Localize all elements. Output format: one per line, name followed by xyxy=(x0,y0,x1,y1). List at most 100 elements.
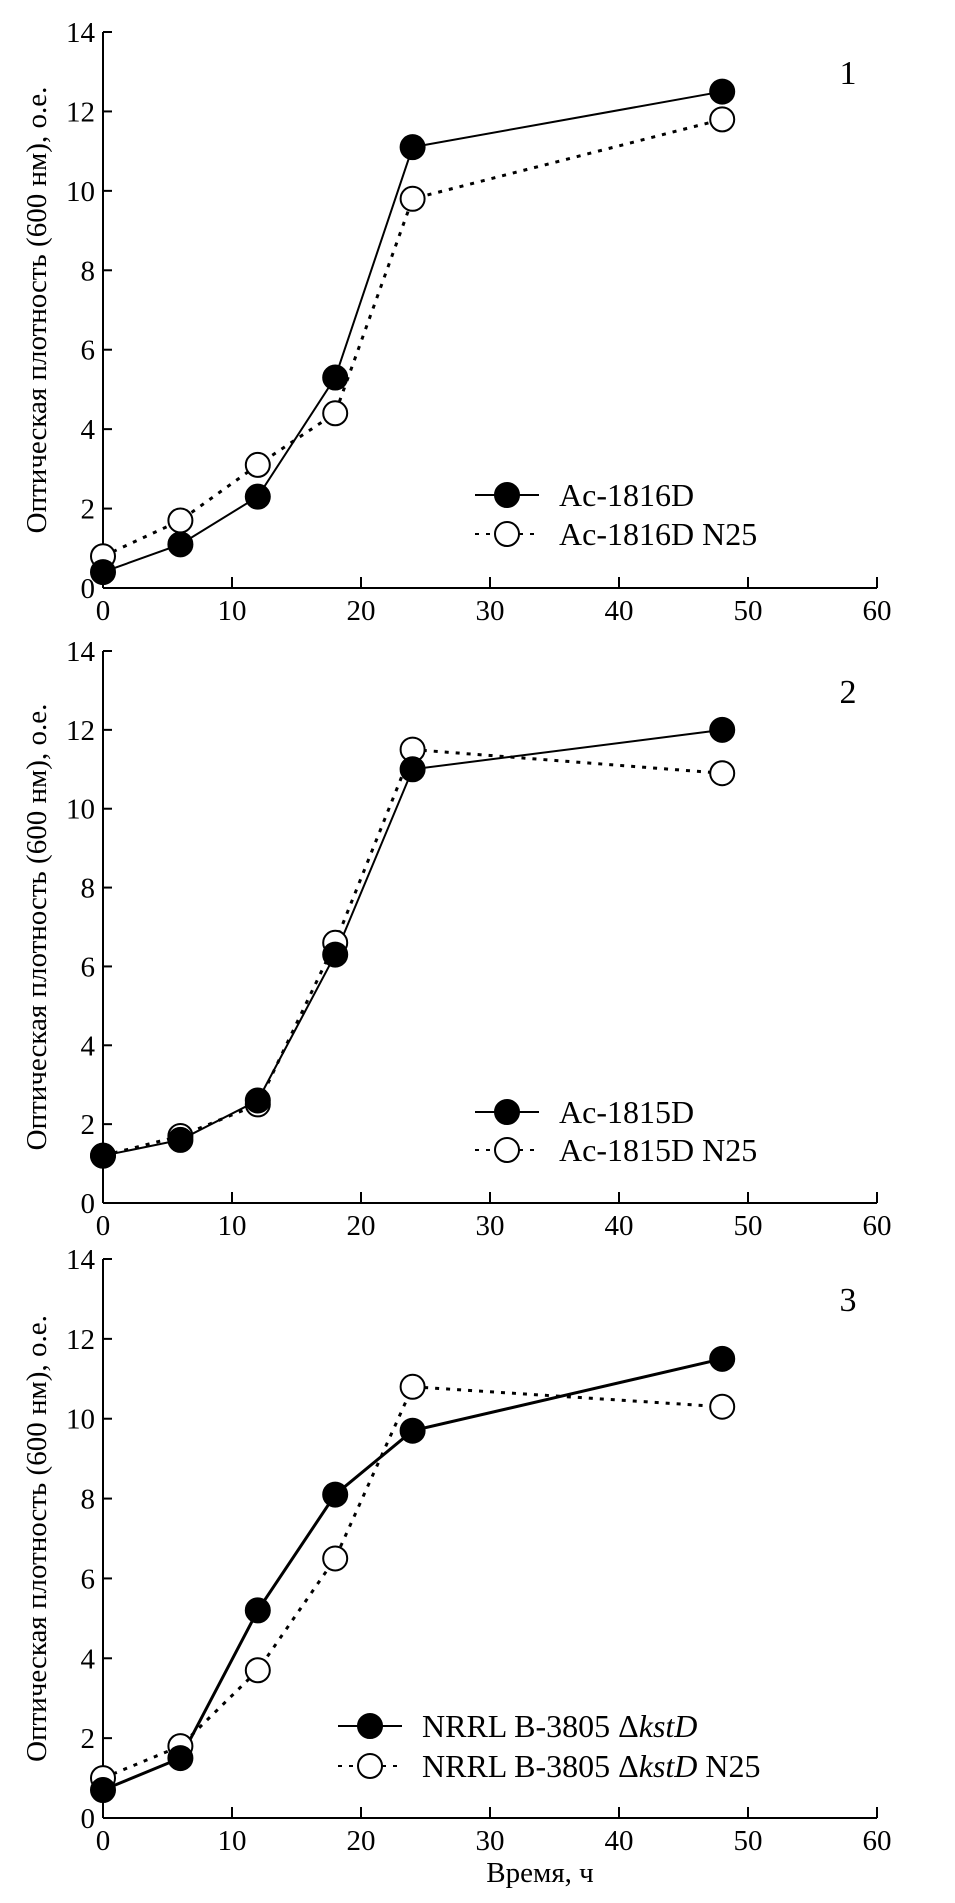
panel-number: 1 xyxy=(840,55,857,92)
chart-panel-2: 0 2 4 6 8 10 12 14 0 10 20 30 40 50 60 Оптическая плотн… xyxy=(21,636,892,1242)
legend-marker xyxy=(357,1713,383,1739)
legend-marker xyxy=(494,521,520,547)
data-point-control xyxy=(709,1345,736,1372)
series-line-control xyxy=(102,728,723,1157)
y-tick-label: 4 xyxy=(81,414,96,446)
legend-label-part: kstD xyxy=(639,1748,698,1784)
data-point-n25 xyxy=(709,760,736,787)
legend-label: NRRL B-3805 ΔkstD N25 xyxy=(422,1748,761,1784)
data-point-control xyxy=(709,716,736,743)
series-line-control xyxy=(102,90,723,574)
data-point-n25 xyxy=(322,400,349,427)
data-point-n25 xyxy=(709,106,736,133)
x-tick-label: 30 xyxy=(476,595,505,627)
y-tick-label: 6 xyxy=(81,951,96,983)
x-tick-label: 30 xyxy=(476,1825,505,1857)
x-tick-label: 0 xyxy=(96,1825,111,1857)
x-tick-label: 60 xyxy=(863,1210,892,1242)
y-tick-label: 10 xyxy=(66,176,95,208)
y-tick-label: 8 xyxy=(81,1484,96,1516)
x-tick-label: 40 xyxy=(605,595,634,627)
data-point-n25 xyxy=(399,1373,426,1400)
x-tick-label: 20 xyxy=(347,1210,376,1242)
data-point-control xyxy=(244,483,271,510)
y-tick-label: 2 xyxy=(81,1723,96,1755)
y-tick-label: 10 xyxy=(66,1404,95,1436)
chart-panel-1: 0 2 4 6 8 10 12 14 0 10 20 30 40 50 60 Оптическая плотн… xyxy=(21,17,892,627)
x-axis-title: Время, ч xyxy=(486,1857,594,1889)
series-line-n25 xyxy=(102,1385,723,1780)
legend-label-part: NRRL B-3805 Δ xyxy=(422,1708,639,1744)
panel-number: 3 xyxy=(840,1282,857,1319)
legend-marker xyxy=(357,1753,383,1779)
y-axis-title: Оптическая плотность (600 нм), о.е. xyxy=(21,87,53,534)
data-point-n25 xyxy=(709,1393,736,1420)
y-tick-label: 8 xyxy=(81,255,96,287)
data-point-n25 xyxy=(244,1657,271,1684)
x-tick-label: 10 xyxy=(218,595,247,627)
data-point-control xyxy=(709,78,736,105)
x-tick-label: 40 xyxy=(605,1210,634,1242)
data-point-control xyxy=(90,1142,116,1169)
data-point-control xyxy=(167,531,194,558)
y-tick-label: 6 xyxy=(81,335,96,367)
legend-label: Ac-1815D N25 xyxy=(559,1132,757,1168)
x-tick-label: 0 xyxy=(96,595,111,627)
legend-label: Ac-1815D xyxy=(559,1094,694,1130)
x-tick-label: 20 xyxy=(347,595,376,627)
y-tick-label: 8 xyxy=(81,873,96,905)
data-point-control xyxy=(167,1745,194,1772)
y-tick-label: 0 xyxy=(81,1803,96,1835)
y-tick-label: 6 xyxy=(81,1563,96,1595)
data-point-control xyxy=(399,756,426,783)
data-point-control xyxy=(322,941,349,968)
data-point-n25 xyxy=(167,507,194,534)
legend-label-part: NRRL B-3805 Δ xyxy=(422,1748,639,1784)
x-tick-label: 40 xyxy=(605,1825,634,1857)
y-tick-label: 12 xyxy=(66,715,95,747)
x-tick-label: 0 xyxy=(96,1210,111,1242)
x-tick-label: 50 xyxy=(734,1825,763,1857)
legend-label: NRRL B-3805 ΔkstD xyxy=(422,1708,697,1744)
y-tick-label: 14 xyxy=(66,636,96,668)
series-line-control xyxy=(102,1357,723,1792)
legend-label-part: kstD xyxy=(639,1708,698,1744)
data-point-n25 xyxy=(399,185,426,212)
x-tick-label: 10 xyxy=(218,1210,247,1242)
data-point-control xyxy=(399,1417,426,1444)
data-point-control xyxy=(244,1087,271,1114)
data-point-control xyxy=(322,364,349,391)
data-point-n25 xyxy=(244,451,271,478)
x-tick-label: 20 xyxy=(347,1825,376,1857)
y-tick-label: 4 xyxy=(81,1030,96,1062)
legend-marker xyxy=(494,482,520,508)
data-point-control xyxy=(322,1481,349,1508)
y-tick-label: 0 xyxy=(81,573,96,605)
y-tick-label: 2 xyxy=(81,1109,96,1141)
y-axis-title: Оптическая плотность (600 нм), о.е. xyxy=(21,1315,53,1762)
x-tick-label: 60 xyxy=(863,1825,892,1857)
data-point-control xyxy=(244,1597,271,1624)
y-tick-label: 12 xyxy=(66,96,95,128)
x-tick-label: 30 xyxy=(476,1210,505,1242)
y-tick-label: 0 xyxy=(81,1188,96,1220)
y-tick-label: 4 xyxy=(81,1643,96,1675)
legend-label: Ac-1816D xyxy=(559,477,694,513)
legend-marker xyxy=(494,1099,520,1125)
chart-panel-3: 0 2 4 6 8 10 12 14 0 10 20 30 40 50 60 Оптическая плотн… xyxy=(21,1244,892,1889)
y-tick-label: 14 xyxy=(66,17,96,49)
panel-number: 2 xyxy=(840,674,857,711)
data-point-control xyxy=(90,559,116,586)
x-tick-label: 10 xyxy=(218,1825,247,1857)
y-axis-title: Оптическая плотность (600 нм), о.е. xyxy=(21,704,53,1151)
y-tick-label: 12 xyxy=(66,1324,95,1356)
legend-marker xyxy=(494,1137,520,1163)
x-tick-label: 60 xyxy=(863,595,892,627)
y-tick-label: 14 xyxy=(66,1244,96,1276)
data-point-n25 xyxy=(322,1545,349,1572)
legend-label-part: N25 xyxy=(697,1748,760,1784)
